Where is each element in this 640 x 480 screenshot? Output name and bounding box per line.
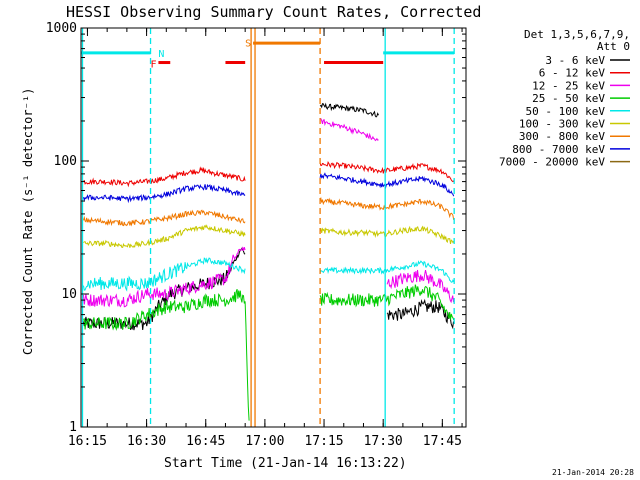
series-line-4-seg-1 bbox=[319, 260, 455, 283]
series-line-0-seg-0 bbox=[83, 247, 246, 331]
x-axis-label: Start Time (21-Jan-14 16:13:22) bbox=[164, 456, 407, 471]
x-tick-label-6: 17:45 bbox=[423, 434, 462, 449]
flag-bars: NF S bbox=[81, 38, 455, 71]
series-line-0-seg-2 bbox=[386, 298, 454, 330]
flag-label-2: S bbox=[245, 38, 251, 49]
series-line-3-seg-0 bbox=[83, 289, 250, 421]
x-tick-label-3: 17:00 bbox=[245, 434, 284, 449]
legend-label-4: 50 - 100 keV bbox=[526, 105, 606, 118]
y-axis: 1 10 100 1000 bbox=[46, 21, 466, 435]
legend-label-7: 800 - 7000 keV bbox=[512, 143, 605, 156]
y-tick-label-1: 10 bbox=[61, 287, 77, 302]
series-layer bbox=[83, 102, 455, 421]
x-tick-label-4: 17:15 bbox=[304, 434, 343, 449]
x-tick-label-5: 17:30 bbox=[364, 434, 403, 449]
series-line-2-seg-2 bbox=[386, 269, 454, 304]
series-line-5-seg-0 bbox=[83, 224, 246, 248]
y-tick-label-2: 100 bbox=[54, 154, 77, 169]
legend-label-6: 300 - 800 keV bbox=[519, 130, 605, 143]
y-tick-label-3: 1000 bbox=[46, 21, 77, 36]
series-line-2-seg-0 bbox=[83, 246, 246, 308]
x-axis: 16:15 16:30 16:45 17:00 17:15 17:30 17:45 bbox=[68, 28, 463, 449]
legend-label-2: 12 - 25 keV bbox=[532, 79, 605, 92]
legend-header-1: Att 0 bbox=[597, 40, 630, 53]
chart-title: HESSI Observing Summary Count Rates, Cor… bbox=[66, 3, 481, 21]
y-tick-label-0: 1 bbox=[69, 420, 77, 435]
legend-label-1: 6 - 12 keV bbox=[539, 67, 606, 80]
legend-label-3: 25 - 50 keV bbox=[532, 92, 605, 105]
series-line-1-seg-1 bbox=[319, 161, 455, 183]
series-line-1-seg-0 bbox=[83, 166, 246, 188]
x-tick-label-1: 16:30 bbox=[127, 434, 166, 449]
legend-label-5: 100 - 300 keV bbox=[519, 118, 605, 131]
y-axis-label: Corrected Count Rate (s⁻¹ detector⁻¹) bbox=[21, 88, 35, 355]
series-line-7-seg-1 bbox=[319, 172, 455, 197]
series-line-0-seg-1 bbox=[319, 102, 379, 118]
series-line-2-seg-1 bbox=[319, 118, 379, 142]
plot-frame bbox=[80, 27, 467, 428]
series-line-6-seg-0 bbox=[83, 209, 246, 227]
series-line-6-seg-1 bbox=[319, 196, 455, 220]
x-tick-label-2: 16:45 bbox=[186, 434, 225, 449]
series-line-5-seg-1 bbox=[319, 225, 455, 245]
legend-label-8: 7000 - 20000 keV bbox=[499, 156, 605, 169]
vertical-markers bbox=[81, 28, 455, 427]
series-line-4-seg-0 bbox=[83, 257, 246, 292]
flag-label-0: N bbox=[158, 49, 164, 60]
x-tick-label-0: 16:15 bbox=[68, 434, 107, 449]
series-line-7-seg-0 bbox=[83, 183, 246, 204]
legend-header-0: Det 1,3,5,6,7,9, bbox=[524, 28, 630, 41]
footer-timestamp: 21-Jan-2014 20:28 bbox=[552, 468, 634, 477]
series-line-3-seg-1 bbox=[319, 284, 455, 321]
flag-label-1: F bbox=[151, 60, 157, 71]
legend-label-0: 3 - 6 keV bbox=[545, 54, 605, 67]
